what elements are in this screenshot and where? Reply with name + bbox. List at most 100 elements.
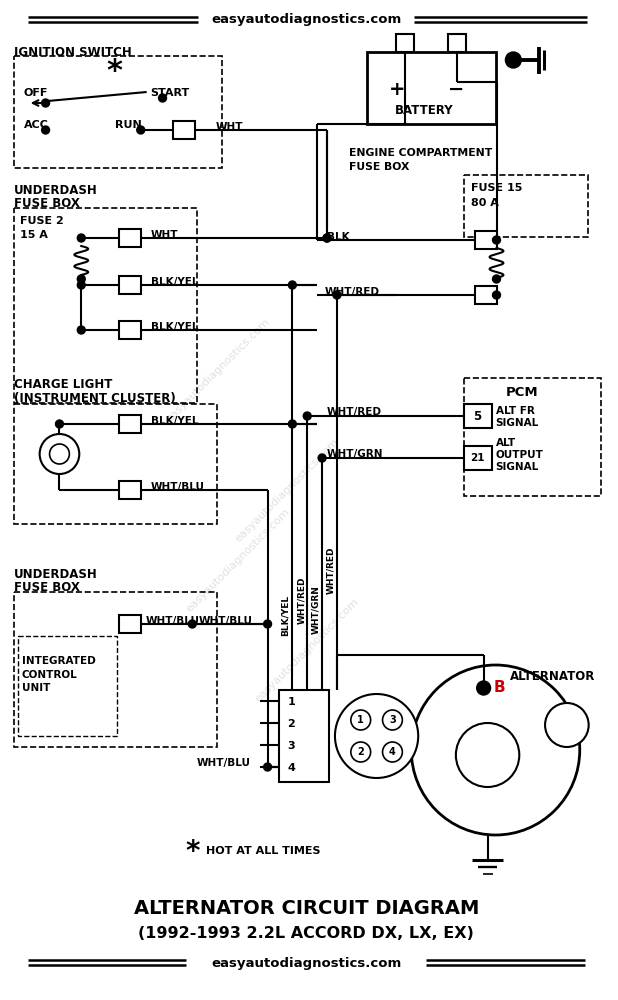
- Circle shape: [545, 703, 589, 747]
- Circle shape: [506, 52, 521, 68]
- Bar: [464, 446, 491, 470]
- Text: UNIT: UNIT: [22, 683, 50, 693]
- Text: PCM: PCM: [506, 386, 538, 399]
- Text: BLK/YEL: BLK/YEL: [151, 322, 198, 332]
- Text: WHT/GRN: WHT/GRN: [327, 449, 384, 459]
- Circle shape: [77, 234, 85, 242]
- Bar: [475, 286, 496, 304]
- Text: BLK/YEL: BLK/YEL: [281, 594, 290, 636]
- Bar: [14, 592, 217, 747]
- Text: easyautodiagnostics.com: easyautodiagnostics.com: [253, 596, 361, 704]
- Bar: [475, 231, 496, 249]
- Text: SIGNAL: SIGNAL: [496, 418, 539, 428]
- Circle shape: [493, 236, 501, 244]
- Circle shape: [335, 694, 418, 778]
- Text: 5: 5: [473, 410, 482, 422]
- Circle shape: [351, 710, 371, 730]
- Text: 4: 4: [389, 747, 396, 757]
- Circle shape: [264, 620, 271, 628]
- Text: *: *: [106, 57, 122, 87]
- Text: WHT/BLU: WHT/BLU: [146, 616, 200, 626]
- Text: 4: 4: [287, 763, 295, 773]
- Bar: [119, 615, 141, 633]
- Text: WHT/BLU: WHT/BLU: [197, 758, 250, 768]
- Bar: [396, 34, 414, 52]
- Circle shape: [383, 710, 402, 730]
- Circle shape: [289, 281, 296, 289]
- Text: 1: 1: [287, 697, 295, 707]
- Text: easyautodiagnostics.com: easyautodiagnostics.com: [211, 956, 401, 970]
- Text: WHT/GRN: WHT/GRN: [311, 586, 321, 634]
- Circle shape: [77, 275, 85, 283]
- Text: 2: 2: [287, 719, 295, 729]
- Text: SIGNAL: SIGNAL: [496, 462, 539, 472]
- Bar: [18, 636, 117, 736]
- Text: START: START: [151, 88, 190, 98]
- Text: WHT/BLU: WHT/BLU: [198, 616, 252, 626]
- Bar: [279, 690, 329, 782]
- Circle shape: [188, 620, 197, 628]
- Circle shape: [493, 275, 501, 283]
- Text: +: +: [389, 80, 405, 99]
- Text: 21: 21: [470, 453, 485, 463]
- Text: INTEGRATED: INTEGRATED: [22, 656, 96, 666]
- Text: ACC: ACC: [23, 120, 49, 130]
- Text: *: *: [185, 838, 200, 866]
- Bar: [119, 321, 141, 339]
- Circle shape: [493, 291, 501, 299]
- Text: WHT/RED: WHT/RED: [327, 407, 382, 417]
- Circle shape: [137, 126, 145, 134]
- Text: 2: 2: [357, 747, 364, 757]
- Text: RUN: RUN: [115, 120, 142, 130]
- Circle shape: [303, 412, 311, 420]
- Text: ALT FR: ALT FR: [496, 406, 535, 416]
- Bar: [366, 52, 496, 124]
- Circle shape: [383, 742, 402, 762]
- Text: BLK/YEL: BLK/YEL: [151, 416, 198, 426]
- Text: FUSE 2: FUSE 2: [20, 216, 64, 226]
- Text: WHT: WHT: [216, 122, 243, 132]
- Bar: [464, 404, 491, 428]
- Text: 1: 1: [357, 715, 364, 725]
- Bar: [119, 276, 141, 294]
- Text: WHT/BLU: WHT/BLU: [151, 482, 205, 492]
- Text: UNDERDASH: UNDERDASH: [14, 568, 98, 581]
- Text: BATTERY: BATTERY: [394, 104, 453, 117]
- Text: ENGINE COMPARTMENT: ENGINE COMPARTMENT: [349, 148, 492, 158]
- Circle shape: [77, 281, 85, 289]
- Text: FUSE 15: FUSE 15: [471, 183, 522, 193]
- Text: 3: 3: [389, 715, 396, 725]
- Text: ALT: ALT: [496, 438, 515, 448]
- Text: CONTROL: CONTROL: [22, 670, 77, 680]
- Circle shape: [318, 454, 326, 462]
- Circle shape: [333, 291, 341, 299]
- Circle shape: [411, 665, 580, 835]
- Text: BLK: BLK: [327, 232, 350, 242]
- Circle shape: [323, 234, 331, 242]
- Circle shape: [41, 99, 49, 107]
- Text: FUSE BOX: FUSE BOX: [349, 162, 409, 172]
- Text: 80 A: 80 A: [471, 198, 499, 208]
- Text: CHARGE LIGHT: CHARGE LIGHT: [14, 378, 112, 391]
- Circle shape: [289, 420, 296, 428]
- Text: OFF: OFF: [23, 88, 48, 98]
- Text: −: −: [448, 80, 464, 99]
- Text: BLK/YEL: BLK/YEL: [151, 277, 198, 287]
- Bar: [14, 208, 197, 403]
- Text: easyautodiagnostics.com: easyautodiagnostics.com: [184, 506, 292, 614]
- Text: (1992-1993 2.2L ACCORD DX, LX, EX): (1992-1993 2.2L ACCORD DX, LX, EX): [138, 926, 474, 942]
- Bar: [464, 378, 601, 496]
- Text: (INSTRUMENT CLUSTER): (INSTRUMENT CLUSTER): [14, 392, 176, 405]
- Text: 15 A: 15 A: [20, 230, 48, 240]
- Bar: [119, 229, 141, 247]
- Bar: [119, 481, 141, 499]
- Text: UNDERDASH: UNDERDASH: [14, 184, 98, 197]
- Circle shape: [351, 742, 371, 762]
- Text: ALTERNATOR: ALTERNATOR: [510, 670, 596, 683]
- Text: WHT/RED: WHT/RED: [325, 287, 380, 297]
- Text: B: B: [494, 680, 505, 696]
- Circle shape: [159, 94, 166, 102]
- Bar: [14, 56, 222, 168]
- Bar: [14, 404, 217, 524]
- Circle shape: [323, 234, 331, 242]
